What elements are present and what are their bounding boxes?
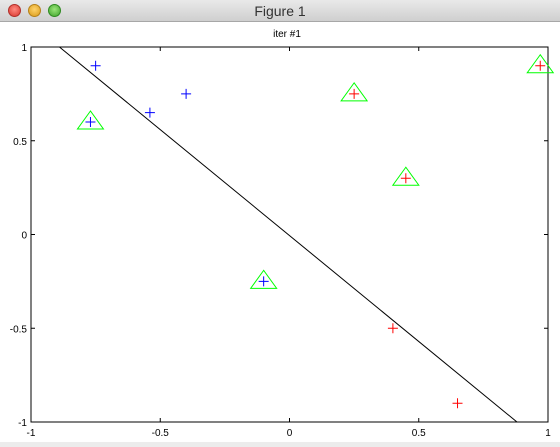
window-title: Figure 1: [254, 3, 306, 19]
triangle-marker: [76, 110, 105, 130]
plus-marker: [90, 60, 101, 71]
plus-marker: [349, 88, 360, 99]
triangle-marker: [340, 82, 369, 102]
x-tick-label: 0.5: [412, 428, 426, 439]
y-tick-label: 0: [21, 231, 27, 242]
x-tick-label: -0.5: [152, 428, 170, 439]
axes: -1 -0.5 0 0.5 1 -1 -0.5 0 0.5 1: [10, 43, 551, 439]
plot-svg: iter #1 -1 -0.5 0 0.5 1 -1 -0.5 0 0.5 1: [10, 29, 555, 439]
data-markers: [76, 53, 555, 409]
figure-canvas: iter #1 -1 -0.5 0 0.5 1 -1 -0.5 0 0.5 1: [0, 22, 560, 442]
y-tick-label: 1: [21, 43, 27, 54]
triangle-marker: [391, 166, 420, 186]
title-bar[interactable]: Figure 1: [0, 0, 560, 22]
plus-marker: [387, 323, 398, 334]
x-tick-label: 1: [545, 428, 551, 439]
plus-marker: [258, 276, 269, 287]
triangle-marker: [249, 269, 278, 289]
x-tick-label: -1: [27, 428, 36, 439]
chart-title: iter #1: [273, 29, 301, 40]
x-tick-label: 0: [287, 428, 293, 439]
plot-frame: [30, 46, 549, 423]
plus-marker: [181, 88, 192, 99]
decision-line: [59, 46, 518, 423]
y-tick-label: -1: [18, 418, 27, 429]
plus-marker: [85, 117, 96, 127]
close-button[interactable]: [8, 4, 21, 17]
triangle-marker: [526, 53, 555, 74]
y-tick-label: -0.5: [10, 324, 28, 335]
plus-marker: [400, 173, 411, 184]
plus-marker: [144, 107, 155, 118]
maximize-button[interactable]: [48, 4, 61, 17]
minimize-button[interactable]: [28, 4, 41, 17]
y-tick-label: 0.5: [13, 137, 27, 148]
plus-marker: [535, 60, 546, 71]
plus-marker: [452, 398, 463, 409]
decision-boundary: [59, 46, 518, 423]
